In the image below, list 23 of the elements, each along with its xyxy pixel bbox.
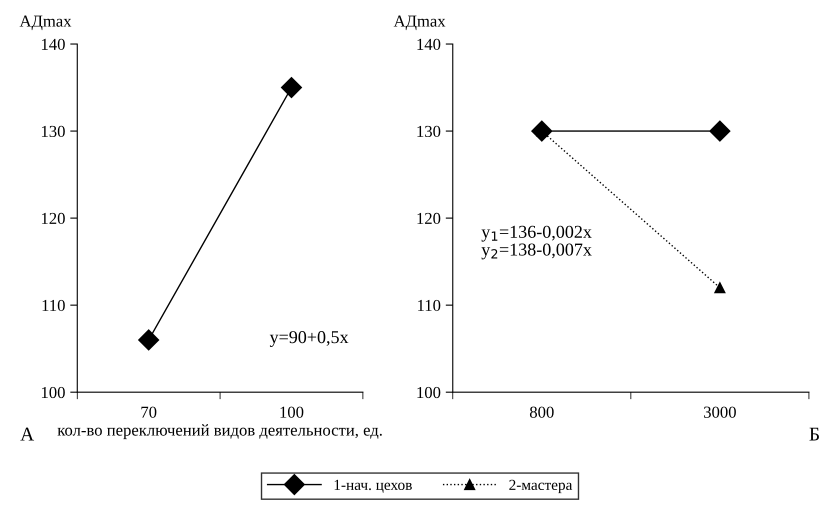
y-tick-label: 120	[42, 212, 65, 224]
text: Б	[809, 428, 819, 440]
y-tick-label: 130	[42, 126, 65, 138]
y-axis-title: АДmax	[394, 16, 446, 30]
legend-label: 2-мастера	[509, 480, 572, 494]
x-tick-label: 100	[280, 406, 304, 418]
y-tick-label: 140	[42, 38, 65, 50]
annotation: y=90+0,5x	[270, 331, 348, 347]
x-tick-label: 800	[530, 406, 554, 418]
y-tick-label: 110	[42, 300, 65, 312]
y-tick-label: 100	[417, 386, 440, 398]
y-tick-label: 120	[417, 212, 440, 224]
y-tick-label: 130	[417, 126, 440, 138]
x-tick-label: 70	[141, 406, 156, 418]
text: А	[20, 428, 34, 440]
x-axis-title: кол-во переключений видов деятельности, ед.	[58, 424, 382, 440]
annotation: y$_{1}$=136-0,002x y$_{2}$=138-0,007x	[481, 226, 592, 260]
y-tick-label: 140	[417, 38, 440, 50]
x-tick-label: 3000	[704, 406, 736, 418]
y-tick-label: 100	[42, 386, 65, 398]
legend-label: 1-нач. цехов	[334, 480, 412, 493]
y-axis-title: АДmax	[20, 16, 72, 30]
y-tick-label: 110	[418, 300, 440, 312]
